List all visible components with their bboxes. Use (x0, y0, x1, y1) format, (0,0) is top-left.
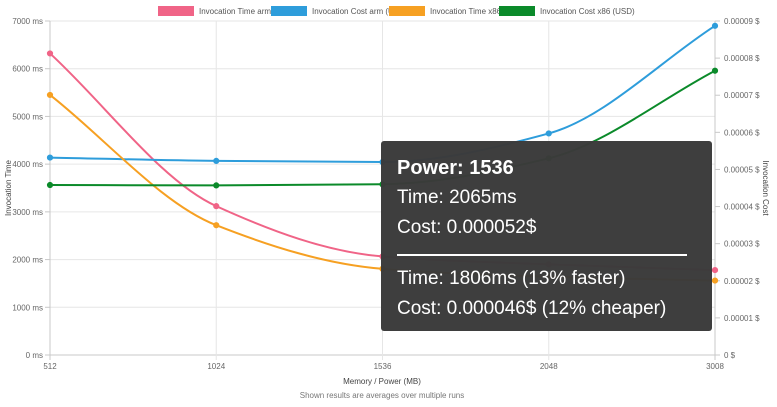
x-tick-label: 1024 (207, 362, 225, 371)
right-tick-label: 0.00007 $ (724, 91, 760, 100)
x-tick-label: 2048 (540, 362, 558, 371)
data-point[interactable] (213, 157, 220, 165)
right-tick-label: 0.00008 $ (724, 54, 760, 63)
data-point[interactable] (711, 277, 719, 284)
right-tick-label: 0.00002 $ (724, 277, 760, 286)
left-tick-label: 6000 ms (12, 65, 43, 74)
legend-label[interactable]: Invocation Cost arm (USD) (312, 7, 408, 16)
legend-label[interactable]: Invocation Cost x86 (USD) (540, 7, 635, 16)
legend-swatch[interactable] (499, 6, 535, 16)
data-point[interactable] (711, 22, 719, 29)
data-point[interactable] (545, 130, 552, 137)
x-tick-label: 1536 (374, 362, 392, 371)
axes: 0 ms 1000 ms 2000 ms 3000 ms 4000 ms 5000 ms 6… (12, 17, 760, 371)
tooltip-title: Power: 1536 (397, 157, 514, 179)
left-tick-label: 4000 ms (12, 160, 43, 169)
legend-swatch[interactable] (158, 6, 194, 16)
tooltip-cost: Cost: 0.000052$ (397, 217, 537, 238)
legend[interactable]: Invocation Time arm (ms) Invocation Cost … (158, 6, 635, 16)
left-tick-label: 3000 ms (12, 208, 43, 217)
left-tick-label: 5000 ms (12, 112, 43, 121)
right-tick-label: 0.00003 $ (724, 240, 760, 249)
legend-swatch[interactable] (271, 6, 307, 16)
legend-label[interactable]: Invocation Time arm (ms) (199, 7, 290, 16)
right-tick-label: 0.00004 $ (724, 203, 760, 212)
tooltip-divider (397, 254, 687, 256)
tooltip-cost-compare: Cost: 0.000046$ (12% cheaper) (397, 298, 667, 319)
tooltip: Power: 1536 Time: 2065ms Cost: 0.000052$… (381, 141, 712, 331)
x-axis-title: Memory / Power (MB) (343, 377, 421, 386)
data-point[interactable] (213, 222, 220, 229)
tooltip-time-compare: Time: 1806ms (13% faster) (397, 268, 626, 289)
data-point[interactable] (711, 266, 719, 274)
left-tick-label: 2000 ms (12, 256, 43, 265)
left-tick-label: 1000 ms (12, 303, 43, 312)
left-tick-label: 0 ms (26, 351, 43, 360)
data-point[interactable] (46, 50, 54, 57)
x-tick-label: 512 (43, 362, 57, 371)
left-tick-label: 7000 ms (12, 17, 43, 26)
legend-label[interactable]: Invocation Time x86 (ms) (430, 7, 520, 16)
data-point[interactable] (711, 67, 719, 74)
data-point[interactable] (46, 181, 54, 189)
right-tick-label: 0.00001 $ (724, 314, 760, 323)
data-point[interactable] (213, 182, 220, 189)
right-axis-title: Invocation Cost (761, 160, 770, 216)
right-tick-label: 0.00005 $ (724, 165, 760, 174)
right-tick-label: 0 $ (724, 351, 736, 360)
tooltip-time: Time: 2065ms (397, 187, 517, 208)
x-tick-label: 3008 (706, 362, 724, 371)
chart-footer-note: Shown results are averages over multiple… (300, 391, 465, 400)
data-point[interactable] (46, 91, 54, 99)
right-tick-label: 0.00006 $ (724, 128, 760, 137)
legend-swatch[interactable] (389, 6, 425, 16)
right-tick-label: 0.00009 $ (724, 17, 760, 26)
data-point[interactable] (213, 203, 220, 210)
data-point[interactable] (46, 154, 54, 161)
left-axis-title: Invocation Time (4, 159, 13, 216)
